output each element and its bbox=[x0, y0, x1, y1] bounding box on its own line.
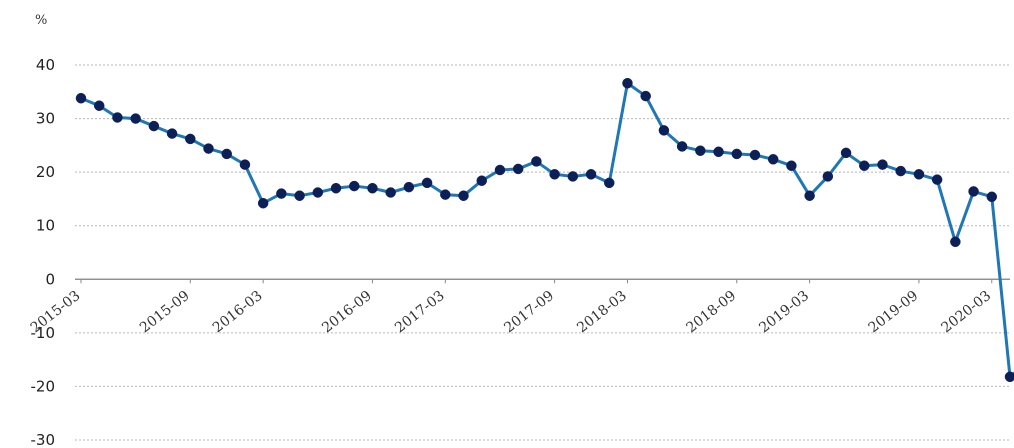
x-tick-label-3: 2016-09 bbox=[319, 288, 375, 336]
y-tick-label-6: -20 bbox=[31, 377, 56, 395]
data-point-31 bbox=[640, 90, 651, 102]
data-point-11 bbox=[276, 188, 287, 199]
data-point-25 bbox=[531, 156, 542, 167]
data-point-47 bbox=[931, 174, 943, 185]
data-point-32 bbox=[658, 125, 670, 136]
y-tick-label-0: 40 bbox=[36, 56, 55, 74]
data-point-22 bbox=[476, 175, 487, 186]
data-point-34 bbox=[695, 145, 706, 156]
data-point-44 bbox=[877, 159, 888, 170]
data-point-49 bbox=[968, 186, 979, 197]
data-point-38 bbox=[767, 154, 779, 165]
x-tick-label-10: 2020-03 bbox=[939, 288, 995, 336]
x-tick-label-5: 2017-09 bbox=[501, 288, 557, 336]
data-point-23 bbox=[494, 164, 506, 176]
y-unit-label: % bbox=[35, 13, 47, 28]
x-tick-label-8: 2019-03 bbox=[756, 288, 812, 336]
x-tick-label-2: 2016-03 bbox=[210, 288, 266, 336]
data-point-37 bbox=[749, 149, 761, 161]
axes bbox=[75, 278, 1010, 284]
x-tick-label-7: 2018-09 bbox=[684, 288, 740, 336]
data-point-18 bbox=[403, 181, 415, 193]
data-point-39 bbox=[786, 160, 797, 171]
data-point-10 bbox=[257, 197, 269, 209]
data-point-24 bbox=[512, 163, 524, 175]
x-tick-label-9: 2019-09 bbox=[866, 288, 922, 336]
y-tick-label-3: 10 bbox=[36, 217, 55, 235]
data-point-8 bbox=[221, 148, 232, 160]
data-point-0 bbox=[75, 92, 87, 104]
y-tick-label-1: 30 bbox=[36, 110, 55, 128]
data-point-3 bbox=[130, 113, 141, 124]
data-point-2 bbox=[112, 112, 123, 123]
data-point-6 bbox=[185, 133, 196, 145]
data-point-1 bbox=[93, 100, 105, 111]
x-tick-label-1: 2015-09 bbox=[137, 288, 193, 336]
data-point-5 bbox=[166, 128, 178, 139]
data-point-36 bbox=[731, 148, 743, 160]
y-tick-label-2: 20 bbox=[36, 163, 55, 181]
data-point-7 bbox=[203, 143, 214, 154]
data-point-28 bbox=[585, 169, 597, 180]
data-point-12 bbox=[294, 190, 305, 201]
data-point-21 bbox=[458, 190, 469, 201]
data-point-9 bbox=[239, 159, 251, 170]
data-point-41 bbox=[822, 171, 834, 182]
data-point-15 bbox=[348, 180, 360, 192]
y-tick-label-5: -10 bbox=[31, 324, 56, 342]
y-tick-label-4: 0 bbox=[45, 270, 55, 288]
data-point-20 bbox=[440, 189, 451, 200]
y-tick-labels: 40 30 20 10 0 -10 -20 -30 bbox=[31, 56, 56, 448]
data-point-42 bbox=[840, 147, 852, 159]
data-point-45 bbox=[895, 165, 906, 177]
data-point-46 bbox=[913, 169, 925, 180]
data-point-48 bbox=[950, 236, 961, 248]
gridlines bbox=[75, 64, 1010, 441]
x-tick-label-6: 2018-03 bbox=[574, 288, 630, 336]
data-point-14 bbox=[330, 182, 342, 194]
data-point-4 bbox=[148, 120, 160, 132]
data-point-19 bbox=[421, 177, 433, 189]
data-point-30 bbox=[622, 77, 633, 89]
x-tick-label-4: 2017-03 bbox=[392, 288, 448, 336]
data-point-26 bbox=[549, 169, 560, 180]
data-point-33 bbox=[676, 141, 688, 152]
data-point-43 bbox=[859, 160, 870, 171]
y-tick-label-7: -30 bbox=[31, 431, 56, 448]
data-point-29 bbox=[604, 177, 615, 189]
data-point-13 bbox=[312, 187, 324, 198]
data-point-50 bbox=[986, 191, 998, 203]
data-point-17 bbox=[385, 187, 396, 198]
data-point-40 bbox=[804, 190, 815, 201]
data-point-27 bbox=[567, 171, 579, 182]
x-tick-label-0: 2015-03 bbox=[28, 288, 84, 336]
x-tick-labels: 2015-03 2015-09 2016-03 2016-09 2017-03 2017-… bbox=[28, 288, 994, 336]
data-point-16 bbox=[367, 182, 378, 194]
data-point-35 bbox=[713, 146, 724, 158]
data-point-51 bbox=[1004, 371, 1014, 383]
series-points bbox=[75, 77, 1014, 383]
